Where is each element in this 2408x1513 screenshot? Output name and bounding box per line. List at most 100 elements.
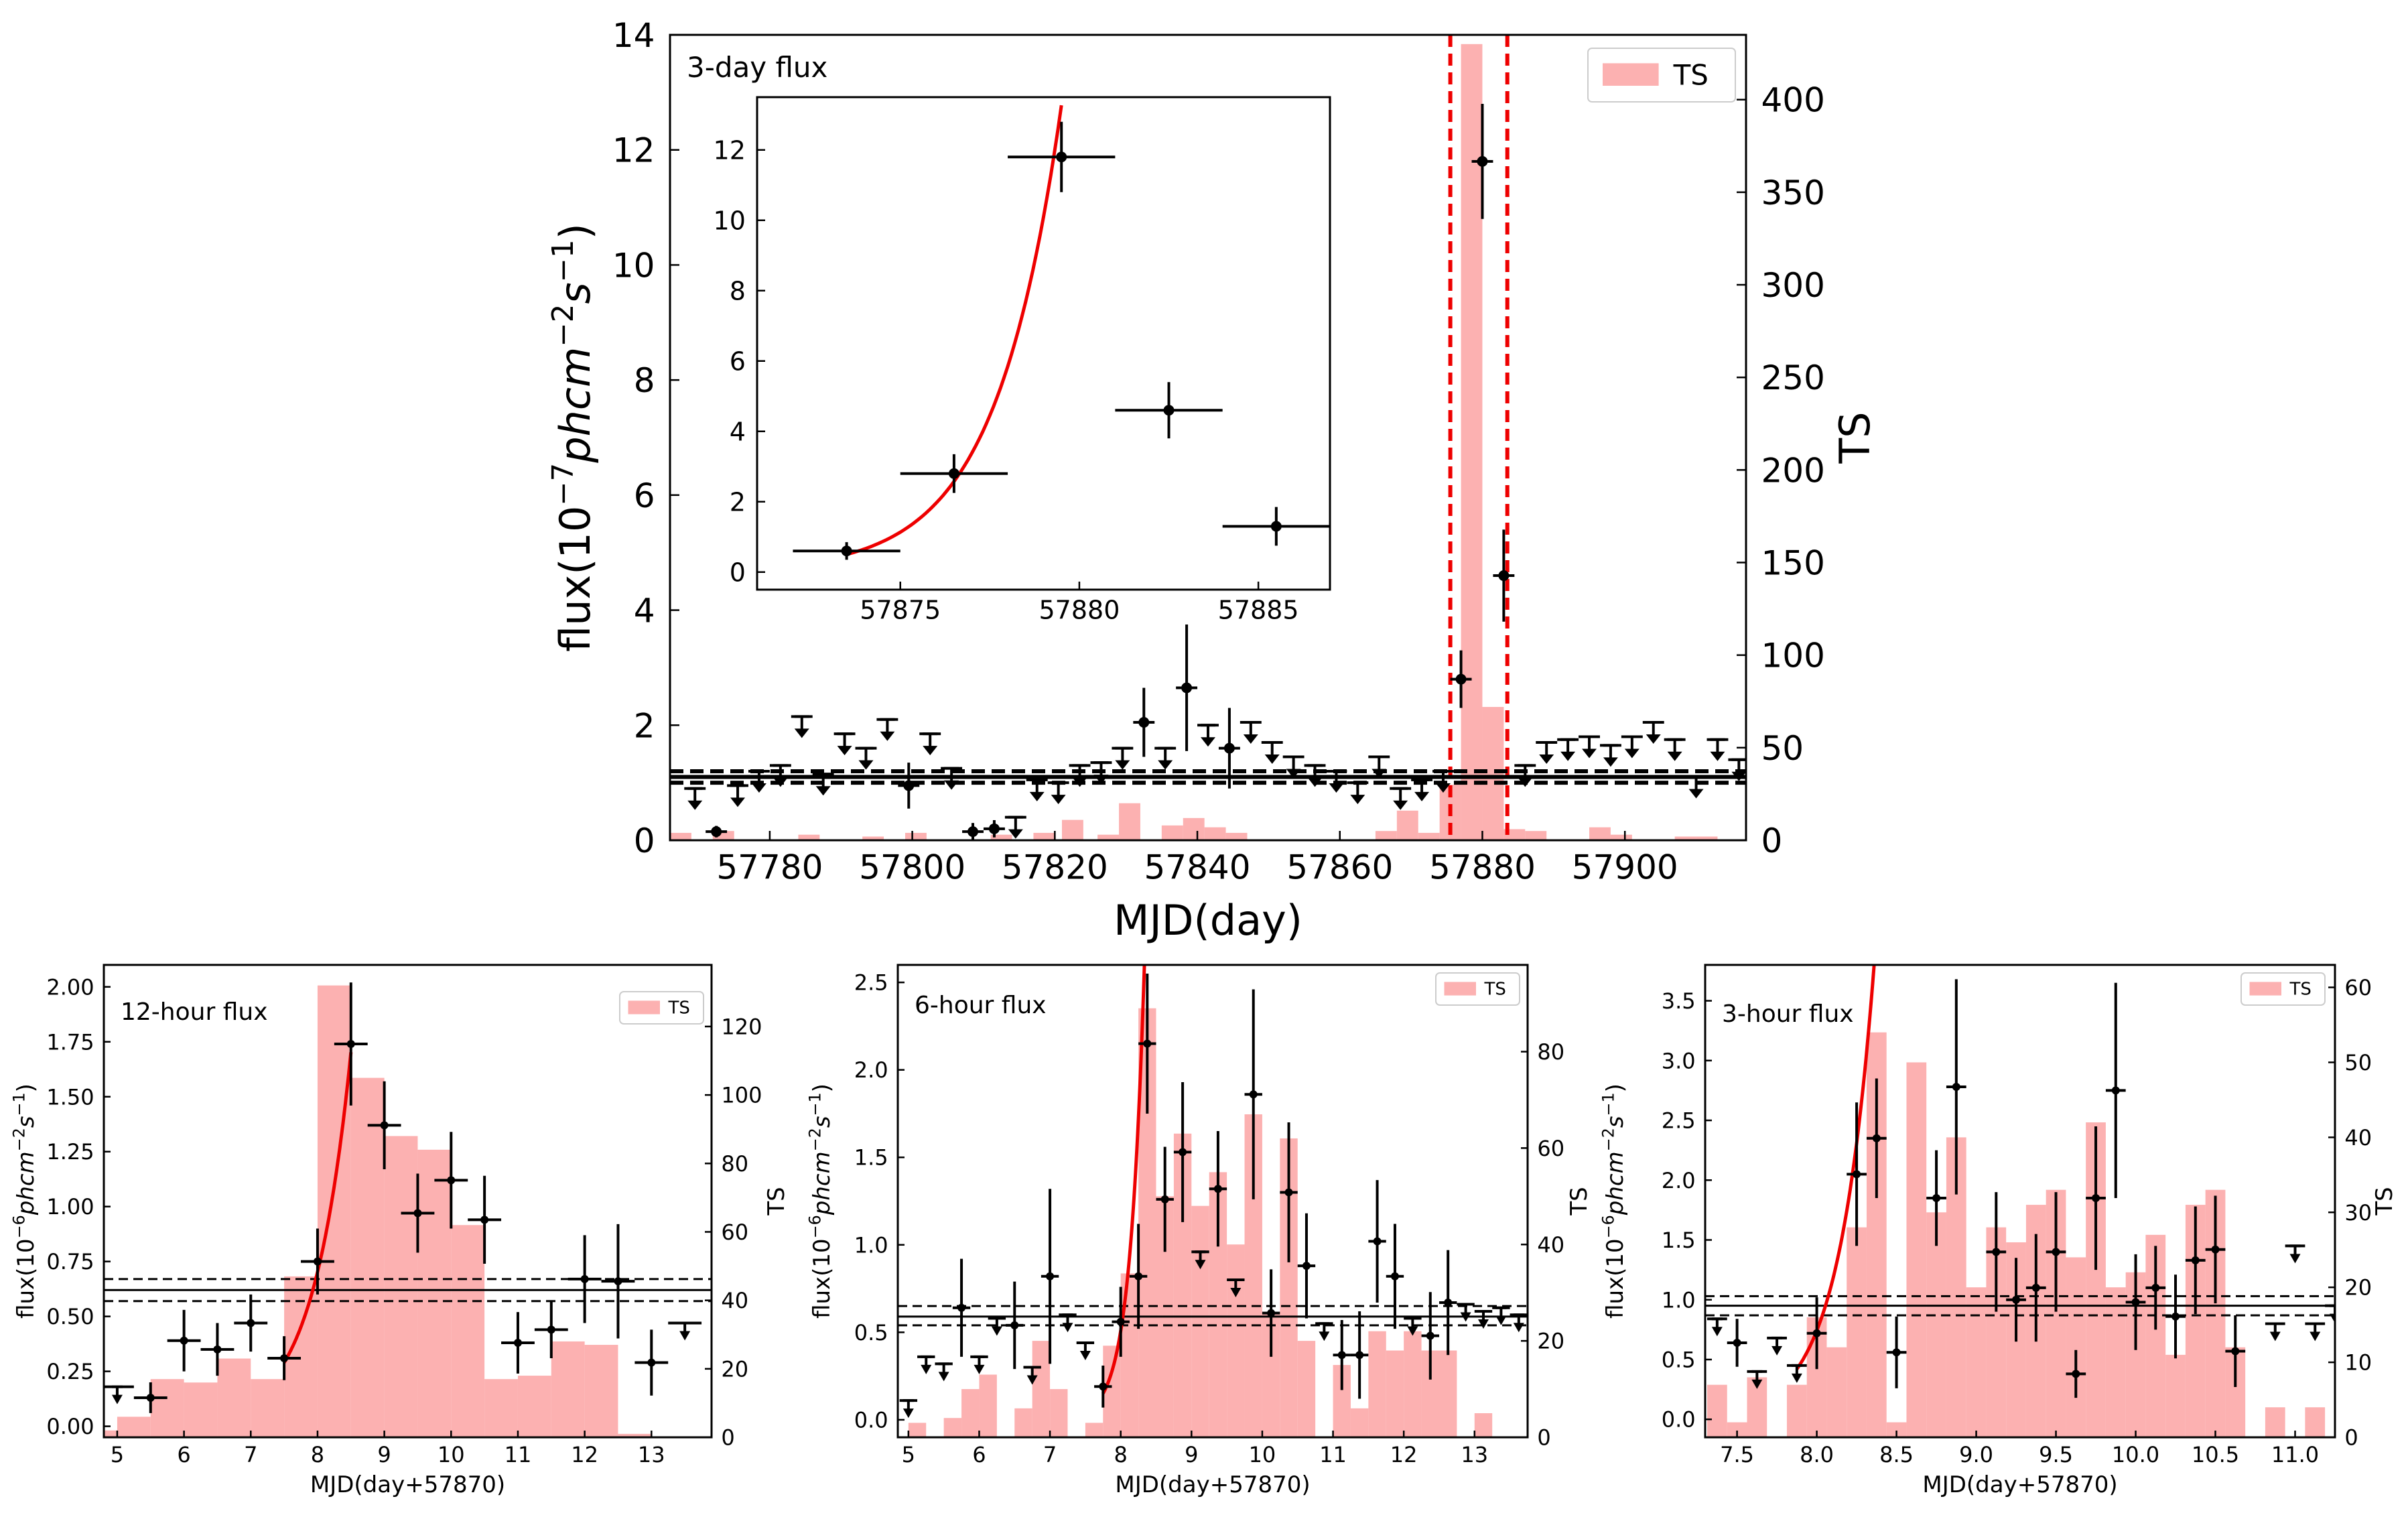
- upper-limit-arrow: [1518, 777, 1533, 787]
- x-tick-label: 11: [1319, 1442, 1347, 1467]
- upper-limit-arrow: [1307, 777, 1323, 787]
- ts-bar: [2066, 1257, 2086, 1437]
- data-point: [1223, 742, 1235, 754]
- upper-limit-arrow: [1195, 1260, 1206, 1270]
- ts-bar: [251, 1379, 285, 1437]
- ts-bar: [1120, 1273, 1139, 1437]
- ts-bar: [217, 1358, 251, 1437]
- panel-title: 6-hour flux: [915, 992, 1047, 1019]
- ts-tick-label: 40: [1537, 1232, 1564, 1258]
- y-tick-label: 6: [634, 476, 655, 515]
- upper-limit-arrow: [1513, 1323, 1524, 1333]
- legend-label: TS: [2289, 980, 2312, 1000]
- x-tick-label: 7: [1043, 1442, 1057, 1467]
- ts-bar: [2265, 1407, 2285, 1437]
- ts-bar: [1204, 827, 1226, 840]
- axis-label-part: ): [13, 1083, 40, 1092]
- ts-bar: [1119, 803, 1140, 840]
- x-tick-label: 5: [111, 1442, 124, 1467]
- data-point: [1270, 521, 1282, 532]
- y-axis-label: flux(10−7phcm−2s−1): [547, 223, 600, 652]
- axis-label-part: phcm: [809, 1151, 835, 1215]
- x-tick-label: 12: [571, 1442, 598, 1467]
- ts-bar: [484, 1379, 518, 1437]
- ts-tick-label: 40: [721, 1288, 748, 1313]
- data-point: [1267, 1309, 1276, 1317]
- x-tick-label: 57885: [1218, 596, 1299, 625]
- data-point: [413, 1209, 422, 1218]
- ts-bar: [517, 1376, 551, 1437]
- x-tick-label: 6: [177, 1442, 190, 1467]
- data-point: [1134, 1272, 1143, 1280]
- ts-bar: [1847, 1227, 1867, 1437]
- data-point: [1249, 1090, 1258, 1099]
- y-tick-label: 2.5: [854, 970, 888, 996]
- x-tick-label: 11: [505, 1442, 532, 1467]
- upper-limit-arrow: [1008, 829, 1023, 839]
- ts-bar: [1375, 831, 1397, 840]
- axis-label-part: phcm: [551, 347, 600, 464]
- x-tick-label: 10: [1249, 1442, 1276, 1467]
- data-point: [2151, 1283, 2160, 1292]
- ts-tick-label: 120: [721, 1014, 762, 1039]
- y-tick-label: 2: [634, 706, 655, 745]
- axis-label-part: flux(10: [809, 1238, 835, 1319]
- ts-tick-label: 80: [721, 1151, 748, 1177]
- data-point: [1160, 1195, 1169, 1203]
- data-point: [1498, 570, 1510, 582]
- data-point: [967, 826, 979, 838]
- ts-tick-label: 60: [1537, 1136, 1564, 1161]
- upper-limit-arrow: [1115, 760, 1130, 770]
- legend-label: TS: [1484, 980, 1506, 1000]
- y-tick-label: 0.75: [46, 1249, 94, 1274]
- upper-limit-arrow: [1264, 754, 1280, 765]
- data-point: [1733, 1339, 1741, 1347]
- legend-swatch: [628, 1000, 660, 1014]
- ts-tick-label: 10: [2344, 1350, 2372, 1376]
- upper-limit-arrow: [1751, 1379, 1763, 1389]
- data-point: [1337, 1351, 1346, 1360]
- y-tick-label: 3.5: [1662, 988, 1696, 1014]
- upper-limit-arrow: [1624, 748, 1640, 759]
- ts-bar: [618, 1433, 652, 1437]
- upper-limit-arrow: [1051, 795, 1066, 805]
- x-tick-label: 6: [972, 1442, 986, 1467]
- x-tick-label: 7.5: [1720, 1442, 1754, 1467]
- data-point: [1099, 1382, 1108, 1391]
- ts-bar: [2105, 1287, 2126, 1437]
- upper-limit-arrow: [794, 728, 809, 738]
- upper-limit-arrow: [1477, 1319, 1489, 1329]
- data-point: [580, 1274, 589, 1283]
- data-point: [1853, 1170, 1861, 1179]
- x-axis-label: MJD(day+57870): [1115, 1471, 1310, 1498]
- upper-limit-arrow: [111, 1394, 123, 1404]
- ts-bar: [990, 834, 1012, 840]
- ts-tick-label: 350: [1761, 174, 1825, 212]
- data-point: [1952, 1083, 1960, 1092]
- axes-frame: [669, 34, 1747, 842]
- y-tick-label: 8: [634, 361, 655, 400]
- data-point: [1116, 1317, 1125, 1326]
- axis-label-part: phcm: [1602, 1151, 1629, 1215]
- legend-box: [619, 991, 704, 1025]
- upper-limit-arrow: [837, 746, 852, 756]
- ts-bar: [1727, 1422, 1747, 1437]
- legend-label: TS: [668, 998, 690, 1018]
- y-tick-label: 0.00: [46, 1414, 94, 1439]
- ts-bar: [979, 1374, 997, 1437]
- x-tick-label: 8: [1114, 1442, 1128, 1467]
- y-tick-label: 1.75: [46, 1029, 94, 1055]
- data-point: [1143, 1039, 1152, 1048]
- axis-label-part: −2: [547, 304, 580, 347]
- plot-area: [670, 35, 1746, 840]
- data-point: [1390, 1272, 1399, 1280]
- upper-limit-arrow: [1603, 757, 1618, 767]
- x-tick-label: 7: [244, 1442, 257, 1467]
- data-point: [313, 1257, 322, 1266]
- ts-axis-label: TS: [763, 1187, 790, 1215]
- y-tick-label: 3.0: [1662, 1048, 1696, 1073]
- data-point: [1213, 1185, 1222, 1193]
- upper-limit-arrow: [902, 1408, 914, 1419]
- y-tick-label: 10: [714, 206, 746, 235]
- y-tick-label: 8: [730, 276, 746, 306]
